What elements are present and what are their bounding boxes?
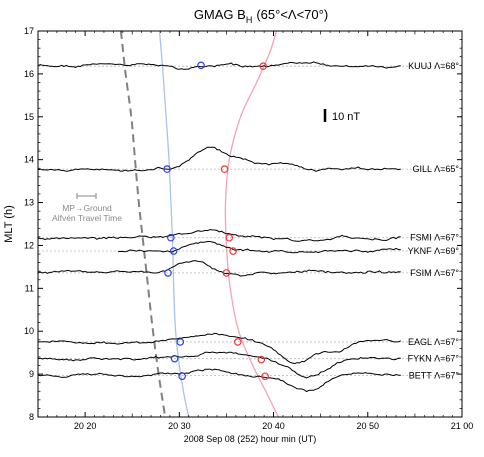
alfven-annotation: MP→Ground Alfvén Travel Time — [52, 193, 122, 223]
blue-onset-marker-fsim — [164, 269, 172, 277]
title-subscript: H — [246, 15, 253, 25]
blue-onset-curve — [158, 31, 190, 417]
trace-kuuj — [38, 61, 401, 70]
trace-bett — [38, 368, 401, 393]
trace-gill — [38, 146, 401, 172]
chart-title: GMAG BH (65°<Λ<70°) — [194, 7, 328, 25]
x-tick-label: 20 20 — [74, 421, 97, 431]
red-onset-marker-eagl — [233, 338, 242, 346]
blue-onset-marker-kuuj — [197, 61, 205, 70]
station-label-gill: GILL Λ=65° — [412, 164, 459, 174]
red-onset-marker-fsim — [222, 269, 231, 277]
y-axis-label: MLT (h) — [3, 205, 15, 243]
y-tick-label: 11 — [25, 283, 34, 293]
red-onset-marker-bett — [261, 372, 269, 381]
y-tick-label: 17 — [24, 26, 34, 36]
station-label-eagl: EAGL Λ=67° — [408, 337, 459, 347]
station-label-bett: BETT Λ=67° — [409, 370, 460, 380]
red-onset-marker-gill — [220, 165, 229, 173]
title-range: (65°<Λ<70°) — [256, 7, 328, 22]
plot-frame — [37, 30, 463, 418]
alfven-note-line2: Alfvén Travel Time — [52, 213, 122, 223]
blue-onset-marker-gill — [163, 165, 171, 173]
alfven-note-line1: MP→Ground — [62, 203, 112, 213]
x-tick-label: 20 30 — [168, 421, 191, 431]
trace-eagl — [38, 332, 401, 365]
axes: 8 9 10 11 12 13 14 15 16 17 20 20 20 30 20 40 20 50 21… — [24, 26, 473, 431]
trace-fsim — [38, 260, 401, 277]
blue-onset-marker-yknf — [169, 247, 178, 255]
blue-onset-marker-bett — [178, 372, 186, 381]
y-tick-label: 8 — [29, 412, 34, 422]
scale-bar: 10 nT — [323, 109, 360, 123]
y-tick-label: 10 — [24, 326, 34, 336]
trace-fykn — [38, 351, 401, 379]
red-onset-curve — [224, 31, 279, 417]
red-onset-marker-fykn — [257, 355, 266, 364]
plot-area — [38, 31, 454, 417]
red-onset-marker-fsmi — [225, 233, 234, 242]
station-labels: KUUJ Λ=68° GILL Λ=65° FSMI Λ=67° YKNF Λ=69°… — [408, 61, 460, 380]
y-tick-label: 14 — [24, 155, 34, 165]
station-label-fsim: FSIM Λ=67° — [410, 268, 459, 278]
blue-onset-marker-fsmi — [167, 233, 175, 242]
y-tick-label: 16 — [24, 69, 34, 79]
blue-onset-marker-eagl — [176, 338, 185, 346]
station-label-yknf: YKNF Λ=69° — [408, 246, 460, 256]
x-tick-label: 20 40 — [262, 421, 285, 431]
title-main: GMAG B — [194, 7, 246, 22]
x-tick-label: 21 00 — [451, 421, 474, 431]
y-tick-label: 12 — [24, 240, 34, 250]
station-label-fykn: FYKN Λ=67° — [408, 354, 460, 364]
x-tick-label: 20 50 — [357, 421, 380, 431]
trace-fsmi — [38, 229, 401, 242]
blue-onset-marker-fykn — [170, 354, 179, 363]
red-onset-marker-kuuj — [259, 62, 267, 70]
x-axis-label: 2008 Sep 08 (252) hour min (UT) — [184, 434, 317, 444]
y-tick-label: 13 — [24, 198, 34, 208]
station-label-kuuj: KUUJ Λ=68° — [408, 61, 459, 71]
y-tick-label: 9 — [29, 369, 34, 379]
station-label-fsmi: FSMI Λ=67° — [410, 233, 459, 243]
scale-bar-label: 10 nT — [332, 111, 360, 123]
red-onset-marker-yknf — [229, 247, 237, 255]
trace-yknf — [118, 241, 401, 254]
y-tick-label: 15 — [24, 112, 34, 122]
